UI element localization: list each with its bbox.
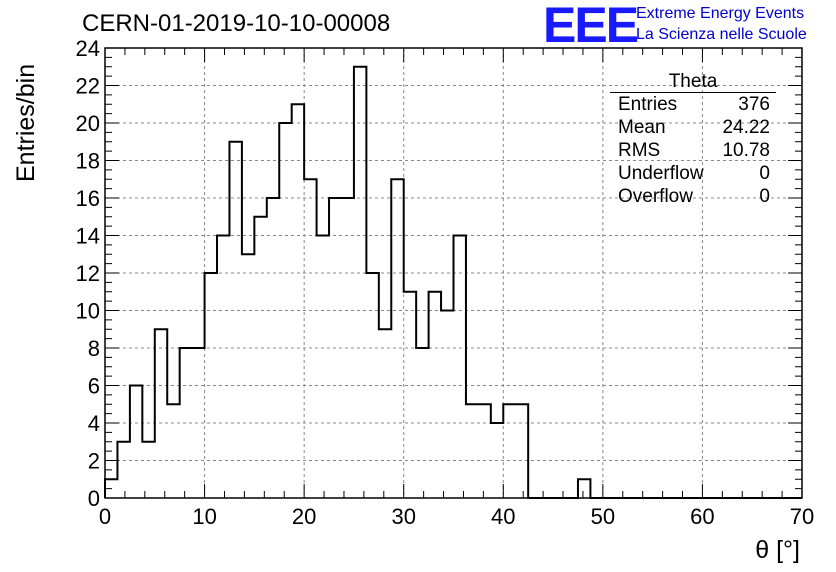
histogram-bar — [254, 217, 266, 498]
stats-label: Overflow — [618, 186, 693, 207]
histogram-bar — [167, 404, 179, 498]
y-tick-label: 16 — [76, 186, 100, 211]
histogram-bar — [466, 404, 478, 498]
brand-subtitle: La Scienza nelle Scuole — [636, 26, 807, 43]
histogram-bar — [341, 198, 353, 498]
histogram-bar — [292, 104, 304, 498]
eee-logo: EEE — [543, 0, 639, 53]
x-tick-label: 60 — [690, 504, 714, 529]
stats-title: Theta — [610, 72, 776, 93]
histogram-bar — [454, 236, 466, 499]
stats-row: Mean 24.22 — [610, 116, 776, 139]
stats-value: 376 — [738, 94, 770, 115]
y-tick-label: 10 — [76, 299, 100, 324]
stats-label: Underflow — [618, 163, 704, 184]
stats-row: RMS 10.78 — [610, 139, 776, 162]
stats-value: 10.78 — [722, 140, 770, 161]
stats-value: 0 — [759, 186, 770, 207]
y-tick-label: 22 — [76, 74, 100, 99]
stats-row: Entries 376 — [610, 93, 776, 116]
y-tick-label: 2 — [88, 449, 100, 474]
histogram-bar — [317, 236, 329, 499]
histogram-bar — [192, 348, 204, 498]
histogram-bar — [267, 198, 279, 498]
y-tick-label: 0 — [88, 486, 100, 511]
histogram-bar — [142, 442, 154, 498]
histogram-bar — [229, 142, 241, 498]
stats-row: Overflow 0 — [610, 185, 776, 208]
x-tick-label: 50 — [591, 504, 615, 529]
y-axis-label: Entries/bin — [12, 63, 40, 182]
stats-label: Entries — [618, 94, 678, 115]
histogram-bar — [379, 329, 391, 498]
histogram-bar — [491, 423, 503, 498]
histogram-bar — [516, 404, 528, 498]
histogram-bar — [478, 404, 490, 498]
histogram-bar — [329, 198, 341, 498]
stats-value: 0 — [759, 163, 770, 184]
x-tick-label: 40 — [491, 504, 515, 529]
histogram-bar — [578, 479, 590, 498]
histogram-bar — [205, 273, 217, 498]
histogram-bar — [404, 292, 416, 498]
histogram-bar — [217, 236, 229, 499]
histogram-bar — [354, 67, 366, 498]
histogram-bar — [279, 123, 291, 498]
histogram-bar — [130, 386, 142, 499]
y-tick-label: 24 — [76, 36, 100, 61]
y-tick-label: 8 — [88, 336, 100, 361]
histogram-bar — [155, 329, 167, 498]
y-tick-label: 4 — [88, 411, 100, 436]
x-tick-label: 0 — [99, 504, 111, 529]
stats-value: 24.22 — [722, 117, 770, 138]
y-tick-label: 20 — [76, 111, 100, 136]
x-tick-label: 10 — [192, 504, 216, 529]
y-tick-label: 6 — [88, 374, 100, 399]
x-tick-label: 20 — [292, 504, 316, 529]
histogram-bar — [441, 311, 453, 499]
y-tick-label: 18 — [76, 149, 100, 174]
histogram-bar — [117, 442, 129, 498]
brand-name: Extreme Energy Events — [636, 5, 805, 22]
stats-box: Theta Entries 376 Mean 24.22 RMS 10.78 U… — [610, 72, 776, 208]
chart-title: CERN-01-2019-10-10-00008 — [82, 10, 391, 37]
histogram-bar — [366, 273, 378, 498]
stats-label: RMS — [618, 140, 661, 161]
x-axis-label: θ [°] — [755, 536, 800, 564]
histogram-bar — [304, 179, 316, 498]
histogram-bar — [416, 348, 428, 498]
stats-row: Underflow 0 — [610, 162, 776, 185]
x-tick-label: 70 — [790, 504, 814, 529]
y-tick-label: 12 — [76, 261, 100, 286]
x-tick-label: 30 — [391, 504, 415, 529]
histogram-bar — [503, 404, 515, 498]
y-tick-label: 14 — [76, 224, 100, 249]
histogram-bar — [242, 254, 254, 498]
histogram-bar — [429, 292, 441, 498]
histogram-bar — [391, 179, 403, 498]
histogram-bar — [180, 348, 192, 498]
stats-label: Mean — [618, 117, 666, 138]
